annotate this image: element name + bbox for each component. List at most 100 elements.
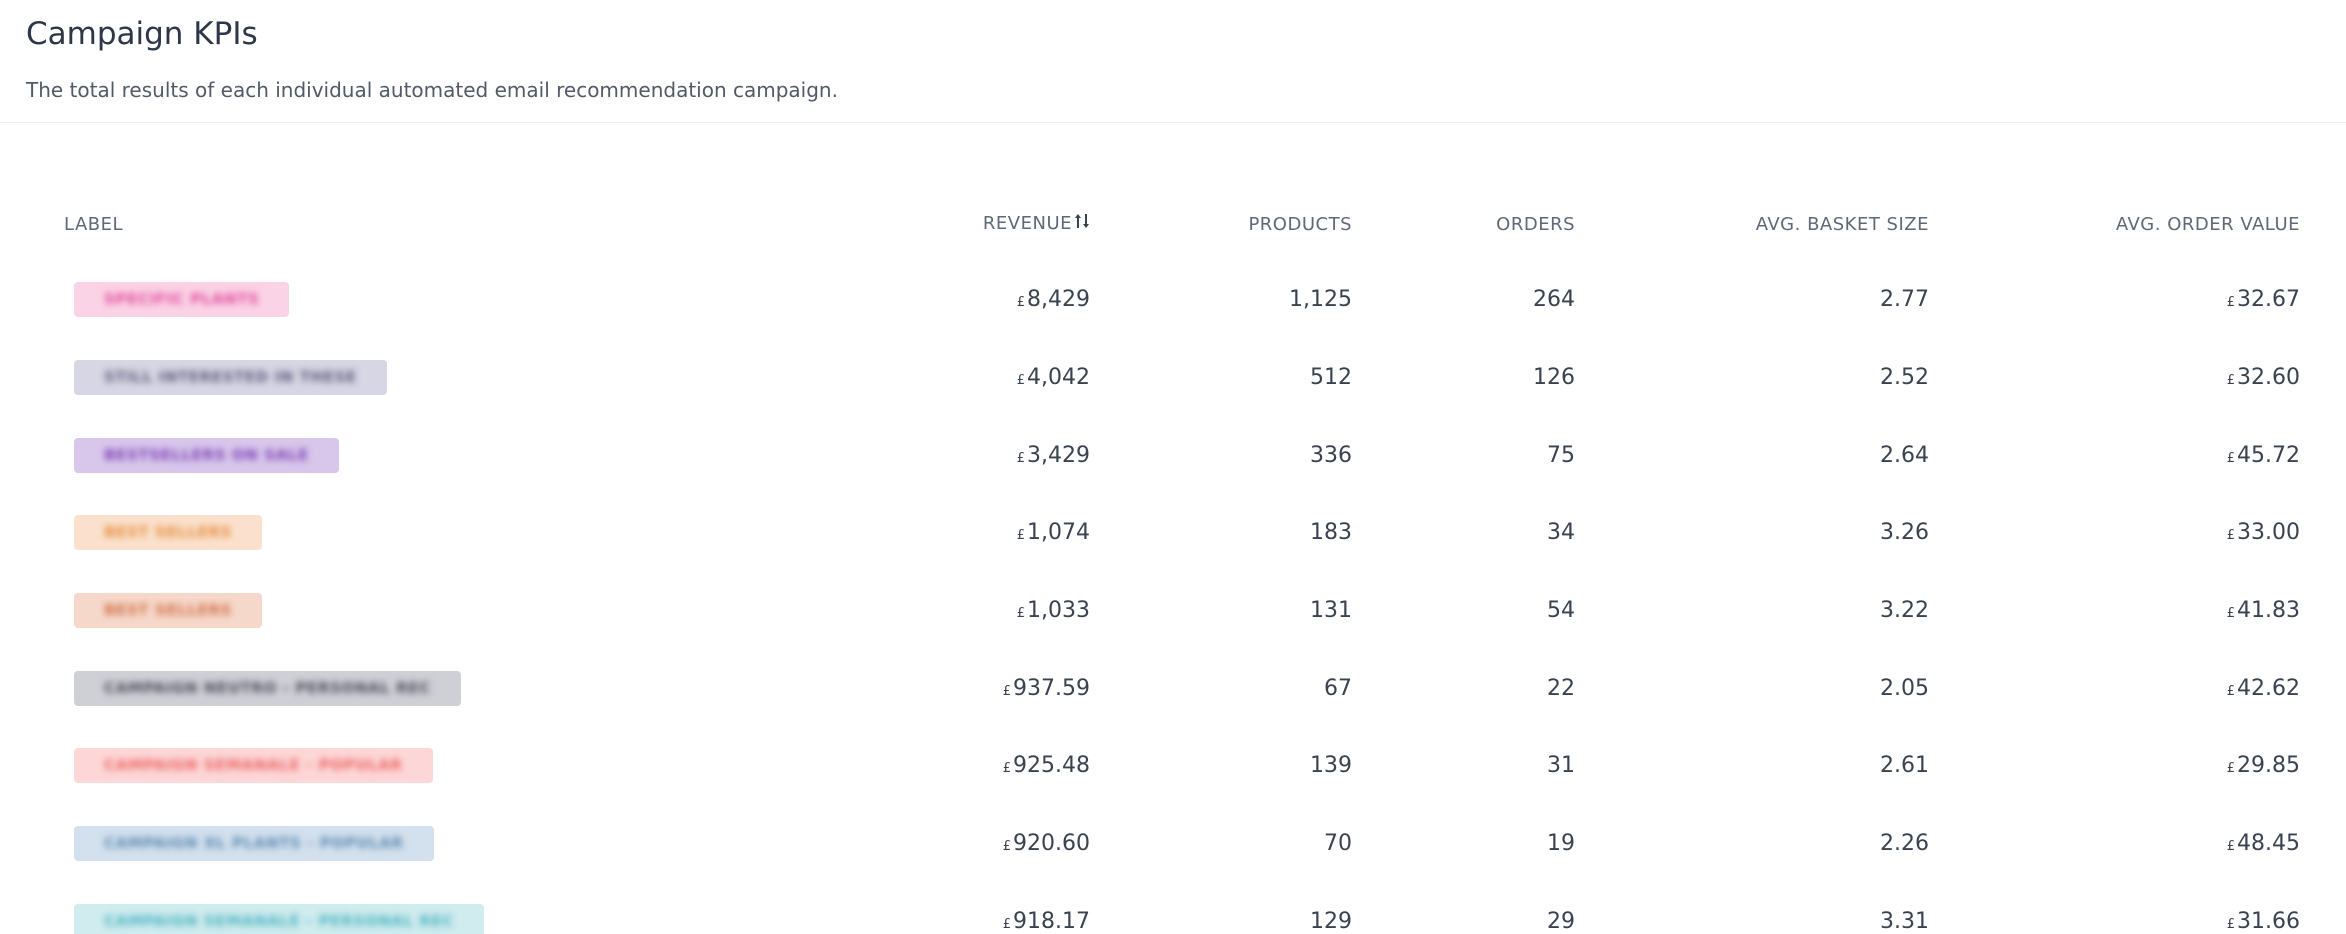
campaign-label-cell: SPECIFIC PLANTS <box>42 261 642 339</box>
orders-cell: 75 <box>1547 442 1575 468</box>
currency-symbol: £ <box>2226 606 2236 622</box>
currency-symbol: £ <box>2226 450 2236 466</box>
currency-symbol: £ <box>1002 683 1012 699</box>
campaign-label-badge[interactable]: BESTSELLERS ON SALE <box>74 437 339 473</box>
column-header-avg-basket-size[interactable]: AVG. BASKET SIZE <box>1755 214 1929 235</box>
orders-cell: 22 <box>1547 675 1575 701</box>
table-row[interactable]: CAMPAIGN NEUTRO - PERSONAL REC £937.59 67 2… <box>42 649 2312 727</box>
campaign-label-text: CAMPAIGN SEMANALE - POPULAR <box>104 756 403 775</box>
card-header: Campaign KPIs The total results of each … <box>0 0 2346 123</box>
revenue-cell: £925.48 <box>642 727 1102 805</box>
avg-order-value-cell: £48.45 <box>1941 805 2312 883</box>
campaign-label-text: BEST SELLERS <box>104 601 232 620</box>
campaign-label-badge[interactable]: CAMPAIGN SEMANALE - POPULAR <box>74 748 433 784</box>
products-cell: 139 <box>1310 753 1352 779</box>
table-row[interactable]: CAMPAIGN SEMANALE - PERSONAL REC £918.17 1… <box>42 883 2312 934</box>
revenue-cell-value: 918.17 <box>1013 908 1090 934</box>
campaign-label-text: CAMPAIGN NEUTRO - PERSONAL REC <box>104 678 431 697</box>
products-cell: 183 <box>1310 520 1352 546</box>
products-cell: 512 <box>1310 365 1352 391</box>
products-cell: 131 <box>1310 598 1352 624</box>
revenue-cell: £1,033 <box>642 572 1102 650</box>
revenue-cell: £8,429 <box>642 261 1102 339</box>
revenue-cell: £1,074 <box>642 494 1102 572</box>
avg-basket-size-cell: 2.77 <box>1880 287 1929 313</box>
table-row[interactable]: SPECIFIC PLANTS £8,429 1,125 264 2.77 £32.67 <box>42 261 2312 339</box>
table-body: SPECIFIC PLANTS £8,429 1,125 264 2.77 £32.67 S… <box>42 261 2312 934</box>
currency-symbol: £ <box>2226 528 2236 544</box>
currency-symbol: £ <box>1016 373 1026 389</box>
column-header-avg-order-value[interactable]: AVG. ORDER VALUE <box>2115 214 2300 235</box>
avg-order-value-cell: £29.85 <box>1941 727 2312 805</box>
orders-cell: 264 <box>1533 287 1575 313</box>
currency-symbol: £ <box>2226 916 2236 932</box>
products-cell: 129 <box>1310 908 1352 934</box>
campaign-label-text: STILL INTERESTED IN THESE <box>104 368 357 387</box>
products-cell: 70 <box>1324 831 1352 857</box>
table-row[interactable]: BEST SELLERS £1,074 183 34 3.26 £33.00 <box>42 494 2312 572</box>
avg-order-value-cell-value: 31.66 <box>2237 908 2300 934</box>
campaign-label-badge[interactable]: BEST SELLERS <box>74 515 262 551</box>
avg-order-value-cell-value: 42.62 <box>2237 675 2300 701</box>
revenue-cell-value: 937.59 <box>1013 675 1090 701</box>
revenue-cell: £918.17 <box>642 883 1102 934</box>
table-row[interactable]: CAMPAIGN XL PLANTS - POPULAR £920.60 70 19 2… <box>42 805 2312 883</box>
sort-icon[interactable] <box>1074 212 1090 235</box>
avg-order-value-cell-value: 45.72 <box>2237 442 2300 468</box>
revenue-cell: £4,042 <box>642 339 1102 417</box>
page-subtitle: The total results of each individual aut… <box>26 78 838 102</box>
column-header-revenue[interactable]: REVENUE <box>642 170 1102 261</box>
avg-order-value-cell: £42.62 <box>1941 649 2312 727</box>
campaign-label-text: CAMPAIGN XL PLANTS - POPULAR <box>104 834 404 853</box>
campaign-label-text: CAMPAIGN SEMANALE - PERSONAL REC <box>104 911 454 930</box>
campaign-label-badge[interactable]: CAMPAIGN SEMANALE - PERSONAL REC <box>74 903 484 934</box>
campaign-label-badge[interactable]: BEST SELLERS <box>74 593 262 629</box>
campaign-label-cell: BEST SELLERS <box>42 572 642 650</box>
table-row[interactable]: BESTSELLERS ON SALE £3,429 336 75 2.64 £45.72 <box>42 416 2312 494</box>
table-row[interactable]: CAMPAIGN SEMANALE - POPULAR £925.48 139 31 2… <box>42 727 2312 805</box>
currency-symbol: £ <box>1016 295 1026 311</box>
revenue-cell-value: 8,429 <box>1027 287 1090 313</box>
currency-symbol: £ <box>1016 528 1026 544</box>
campaign-label-cell: CAMPAIGN SEMANALE - PERSONAL REC <box>42 883 642 934</box>
avg-basket-size-cell: 3.31 <box>1880 908 1929 934</box>
campaign-label-badge[interactable]: SPECIFIC PLANTS <box>74 282 290 318</box>
orders-cell: 29 <box>1547 908 1575 934</box>
currency-symbol: £ <box>2226 761 2236 777</box>
currency-symbol: £ <box>2226 683 2236 699</box>
table-row[interactable]: BEST SELLERS £1,033 131 54 3.22 £41.83 <box>42 572 2312 650</box>
revenue-cell: £920.60 <box>642 805 1102 883</box>
table-header-row: LABEL REVENUE PRODUCTS ORDERS AVG. BASKE… <box>42 170 2312 261</box>
revenue-cell: £937.59 <box>642 649 1102 727</box>
campaign-label-cell: BEST SELLERS <box>42 494 642 572</box>
avg-order-value-cell-value: 29.85 <box>2237 753 2300 779</box>
column-header-orders[interactable]: ORDERS <box>1496 214 1575 235</box>
currency-symbol: £ <box>1016 606 1026 622</box>
avg-order-value-cell-value: 32.60 <box>2237 365 2300 391</box>
avg-basket-size-cell: 2.05 <box>1880 675 1929 701</box>
orders-cell: 19 <box>1547 831 1575 857</box>
table-row[interactable]: STILL INTERESTED IN THESE £4,042 512 126 2.5… <box>42 339 2312 417</box>
campaign-label-cell: BESTSELLERS ON SALE <box>42 416 642 494</box>
campaign-label-badge[interactable]: CAMPAIGN XL PLANTS - POPULAR <box>74 826 434 862</box>
revenue-cell-value: 4,042 <box>1027 365 1090 391</box>
orders-cell: 126 <box>1533 365 1575 391</box>
products-cell: 336 <box>1310 442 1352 468</box>
column-header-products[interactable]: PRODUCTS <box>1248 214 1352 235</box>
orders-cell: 34 <box>1547 520 1575 546</box>
avg-order-value-cell: £45.72 <box>1941 416 2312 494</box>
campaign-label-cell: CAMPAIGN NEUTRO - PERSONAL REC <box>42 649 642 727</box>
avg-basket-size-cell: 2.61 <box>1880 753 1929 779</box>
campaign-label-badge[interactable]: STILL INTERESTED IN THESE <box>74 360 387 396</box>
avg-basket-size-cell: 2.26 <box>1880 831 1929 857</box>
avg-basket-size-cell: 2.64 <box>1880 442 1929 468</box>
avg-basket-size-cell: 3.26 <box>1880 520 1929 546</box>
avg-basket-size-cell: 3.22 <box>1880 598 1929 624</box>
campaign-label-cell: STILL INTERESTED IN THESE <box>42 339 642 417</box>
avg-order-value-cell: £33.00 <box>1941 494 2312 572</box>
campaign-label-badge[interactable]: CAMPAIGN NEUTRO - PERSONAL REC <box>74 670 461 706</box>
avg-order-value-cell: £32.60 <box>1941 339 2312 417</box>
avg-order-value-cell: £31.66 <box>1941 883 2312 934</box>
avg-basket-size-cell: 2.52 <box>1880 365 1929 391</box>
revenue-cell-value: 1,074 <box>1027 520 1090 546</box>
